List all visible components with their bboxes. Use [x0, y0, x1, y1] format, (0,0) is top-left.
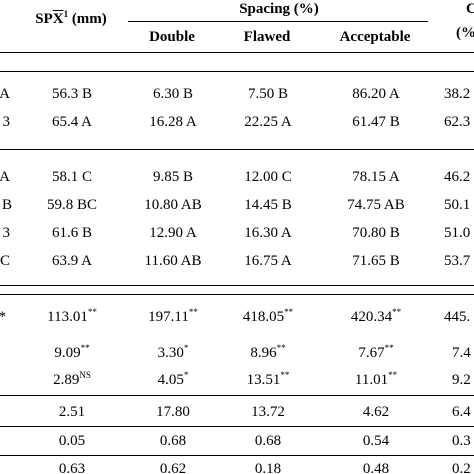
- acceptable-value: 71.65 B: [352, 253, 400, 269]
- double-value: 0.62: [159, 461, 187, 474]
- flawed-value: 22.25 A: [244, 114, 292, 130]
- row-label: 3: [2, 114, 11, 130]
- spx-value: 0.63: [58, 461, 86, 474]
- acceptable-header: Acceptable: [339, 29, 411, 45]
- double-value: 3.30*: [157, 343, 189, 362]
- acceptable-value: 0.48: [362, 461, 390, 474]
- flawed-value: 12.00 C: [244, 169, 292, 185]
- spx-value: 0.05: [58, 433, 86, 449]
- double-value: 9.85 B: [152, 169, 194, 185]
- double-header: Double: [149, 29, 195, 45]
- anova-rule: [0, 294, 474, 295]
- acceptable-value: 78.15 A: [352, 169, 400, 185]
- double-value: 12.90 A: [149, 225, 197, 241]
- row-label: *: [0, 308, 6, 326]
- row-label: C: [0, 253, 10, 269]
- cut-value: 50.1: [444, 197, 471, 213]
- cut-value: 6.4: [452, 404, 471, 420]
- flawed-value: 418.05**: [242, 307, 294, 326]
- stats-rule-2: [0, 426, 474, 427]
- acceptable-value: 70.80 B: [352, 225, 400, 241]
- spx-value: 9.09**: [54, 343, 90, 362]
- flawed-value: 8.96**: [250, 343, 286, 362]
- cut-header-bottom: (%: [456, 25, 474, 41]
- row-label: B: [1, 197, 12, 213]
- double-value: 10.80 AB: [144, 197, 202, 213]
- double-value: 16.28 A: [149, 114, 197, 130]
- spx-value: 113.01**: [47, 307, 97, 326]
- spx-value: 2.89NS: [53, 370, 91, 389]
- acceptable-value: 4.62: [362, 404, 390, 420]
- cut-value: 38.2: [444, 86, 471, 102]
- acceptable-value: 74.75 AB: [347, 197, 405, 213]
- flawed-value: 13.51**: [246, 370, 290, 389]
- flawed-value: 16.75 A: [244, 253, 292, 269]
- cut-value: 62.3: [444, 114, 471, 130]
- row-label: A: [0, 86, 10, 102]
- double-value: 0.68: [159, 433, 187, 449]
- stats-rule-1: [0, 395, 474, 396]
- acceptable-value: 0.54: [362, 433, 390, 449]
- cut-value: 53.7: [444, 253, 471, 269]
- spx-value: 59.8 BC: [46, 197, 98, 213]
- cut-value: 0.2: [452, 461, 471, 474]
- row-label: 3: [2, 225, 11, 241]
- double-value: 4.05*: [157, 370, 189, 389]
- double-value: 11.60 AB: [144, 253, 202, 269]
- flawed-value: 13.72: [251, 404, 285, 420]
- cut-value: 7.4: [452, 345, 471, 361]
- double-value: 17.80: [156, 404, 190, 420]
- stats-rule-3: [0, 455, 474, 456]
- acceptable-value: 420.34**: [350, 307, 402, 326]
- double-value: 6.30 B: [152, 86, 194, 102]
- acceptable-value: 86.20 A: [352, 86, 400, 102]
- cut-value: 9.2: [452, 372, 471, 388]
- row-label: A: [0, 169, 10, 185]
- spx-header: SPX1 (mm): [35, 9, 107, 28]
- cut-value: 445.: [444, 309, 471, 325]
- spx-value: 63.9 A: [51, 253, 93, 269]
- cut-value: 0.3: [452, 433, 471, 449]
- acceptable-value: 11.01**: [354, 370, 398, 389]
- spacing-header: Spacing (%): [239, 1, 319, 17]
- flawed-value: 16.30 A: [244, 225, 292, 241]
- cut-value: 51.0: [444, 225, 471, 241]
- spx-value: 58.1 C: [51, 169, 93, 185]
- group2-rule: [0, 149, 474, 150]
- group1-rule: [0, 71, 474, 72]
- flawed-value: 0.18: [254, 461, 282, 474]
- spx-value: 2.51: [58, 404, 86, 420]
- flawed-value: 14.45 B: [244, 197, 292, 213]
- spacing-underline: [128, 21, 428, 22]
- anova-top-rule: [0, 285, 474, 286]
- acceptable-value: 7.67**: [358, 343, 394, 362]
- header-rule: [0, 52, 474, 53]
- spx-value: 65.4 A: [51, 114, 93, 130]
- flawed-value: 7.50 B: [247, 86, 289, 102]
- cut-value: 46.2: [444, 169, 471, 185]
- flawed-value: 0.68: [254, 433, 282, 449]
- spx-value: 56.3 B: [51, 86, 93, 102]
- cut-header-top: C: [466, 1, 474, 17]
- acceptable-value: 61.47 B: [352, 114, 400, 130]
- spx-value: 61.6 B: [51, 225, 93, 241]
- flawed-header: Flawed: [243, 29, 291, 45]
- double-value: 197.11**: [148, 307, 198, 326]
